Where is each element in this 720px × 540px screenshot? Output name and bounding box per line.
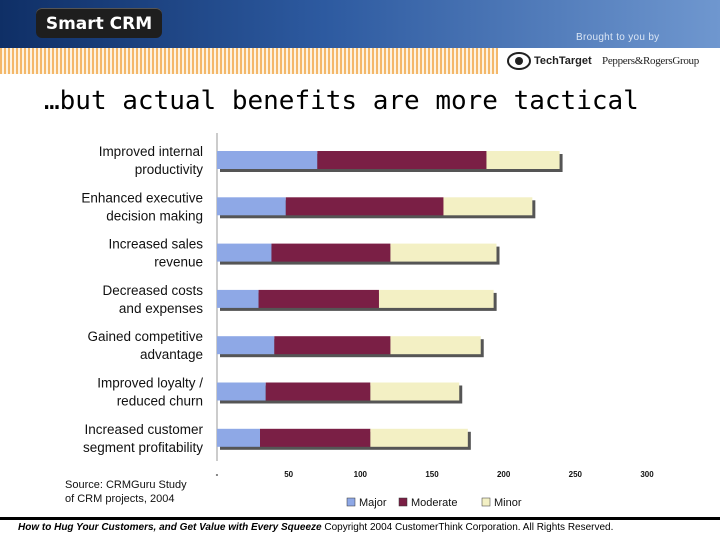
- x-tick-label: 100: [354, 470, 368, 479]
- x-tick-label: 200: [497, 470, 511, 479]
- chart-area: Improved internal productivity Enhanced ex…: [55, 133, 720, 517]
- bar-major: [217, 382, 266, 401]
- category-label: Increased customer: [84, 422, 203, 437]
- category-label: Decreased costs: [102, 283, 203, 298]
- category-label: decision making: [106, 208, 203, 223]
- footer-headline: How to Hug Your Customers, and Get Value…: [18, 522, 322, 533]
- bar-major: [217, 289, 259, 308]
- x-tick-label: 50: [284, 470, 293, 479]
- category-label: Increased sales: [108, 237, 203, 252]
- x-tick-label: 300: [640, 470, 654, 479]
- bar-minor: [390, 336, 481, 355]
- bar-minor: [370, 428, 468, 447]
- legend-label-major: Major: [359, 497, 387, 509]
- category-label: Improved loyalty /: [97, 376, 203, 391]
- sponsor-logos: TechTarget Peppers&RogersGroup: [498, 48, 720, 74]
- techtarget-logo-text: TechTarget: [534, 55, 592, 67]
- legend-label-minor: Minor: [494, 497, 522, 509]
- brought-by-text: Brought to you by: [576, 32, 660, 43]
- category-label: Enhanced executive: [81, 190, 203, 205]
- smart-crm-logo: Smart CRM: [36, 8, 162, 38]
- bar-minor: [486, 151, 560, 169]
- bar-moderate: [317, 151, 487, 169]
- logo-text: Smart CRM: [45, 14, 153, 34]
- legend-label-moderate: Moderate: [411, 497, 457, 509]
- footer: How to Hug Your Customers, and Get Value…: [0, 517, 720, 540]
- x-tick-label: 250: [569, 470, 583, 479]
- bar-moderate: [260, 428, 371, 447]
- footer-copyright: Copyright 2004 CustomerThink Corporation…: [324, 522, 614, 533]
- legend-swatch-major: [346, 497, 356, 507]
- footer-divider: [0, 517, 720, 520]
- stacked-bar-chart: Improved internal productivity Enhanced ex…: [65, 133, 654, 509]
- x-tick-label: -: [216, 470, 219, 479]
- bar-moderate: [265, 382, 371, 401]
- footer-text: How to Hug Your Customers, and Get Value…: [18, 522, 613, 533]
- category-label: productivity: [135, 162, 204, 177]
- legend-swatch-minor: [481, 497, 491, 507]
- techtarget-eye-icon: [507, 52, 531, 70]
- bar-minor: [378, 289, 494, 308]
- category-label: and expenses: [119, 301, 203, 316]
- source-note: of CRM projects, 2004: [65, 493, 174, 505]
- category-label: Gained competitive: [87, 329, 203, 344]
- x-tick-label: 150: [425, 470, 439, 479]
- bar-major: [217, 428, 260, 447]
- header-bar: Smart CRM Brought to you by: [0, 0, 720, 48]
- category-label: Improved internal: [99, 144, 203, 159]
- bar-major: [217, 151, 318, 169]
- legend-swatch-moderate: [398, 497, 408, 507]
- category-label: revenue: [154, 255, 203, 270]
- bar-moderate: [285, 197, 444, 216]
- bar-minor: [370, 382, 460, 401]
- category-label: segment profitability: [83, 440, 203, 455]
- bar-moderate: [271, 243, 391, 262]
- peppers-rogers-logo-text: Peppers&RogersGroup: [602, 55, 699, 67]
- bar-major: [217, 336, 275, 355]
- bar-major: [217, 197, 286, 216]
- bar-major: [217, 243, 272, 262]
- bar-minor: [443, 197, 533, 216]
- category-label: reduced churn: [117, 394, 203, 409]
- slide-title: …but actual benefits are more tactical: [44, 86, 639, 116]
- bar-moderate: [274, 336, 391, 355]
- category-label: advantage: [140, 347, 203, 362]
- source-note: Source: CRMGuru Study: [65, 479, 187, 491]
- bar-moderate: [258, 289, 379, 308]
- bar-minor: [390, 243, 497, 262]
